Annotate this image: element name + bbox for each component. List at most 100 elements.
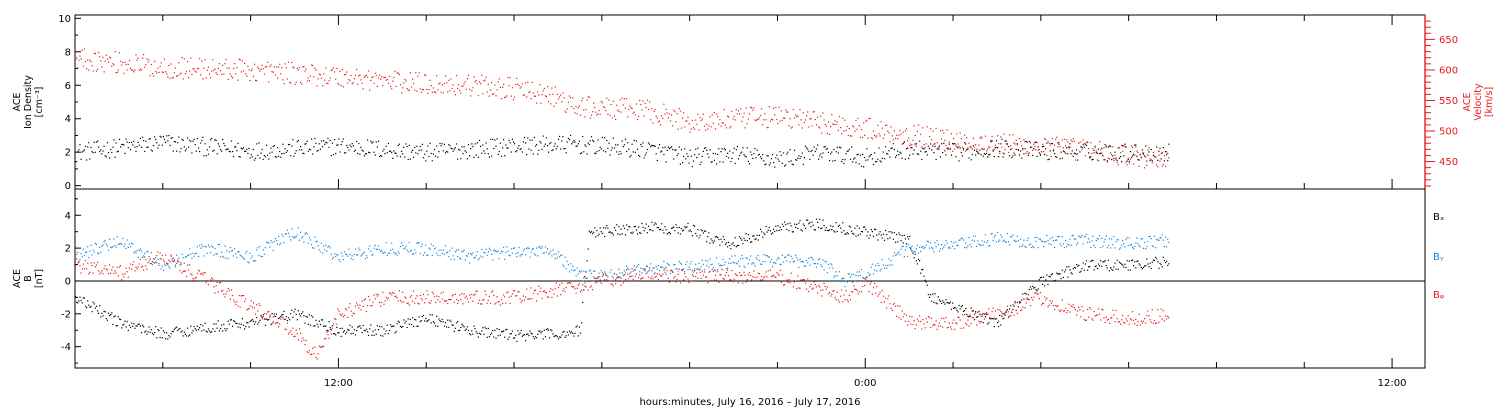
- bz-point: [753, 270, 755, 272]
- bz-point: [443, 300, 445, 302]
- velocity-point: [732, 118, 734, 120]
- velocity-point: [154, 60, 156, 63]
- bx-point: [311, 315, 313, 317]
- bx-point: [414, 318, 416, 321]
- by-point: [913, 250, 915, 252]
- bz-point: [483, 299, 485, 301]
- velocity-point: [838, 115, 841, 118]
- bx-point: [194, 328, 196, 330]
- by-point: [683, 268, 685, 270]
- bx-point: [431, 314, 433, 316]
- velocity-point: [178, 62, 180, 64]
- velocity-point: [403, 82, 405, 84]
- velocity-point: [1054, 144, 1056, 146]
- velocity-point: [901, 143, 903, 145]
- bz-point: [361, 300, 363, 302]
- bx-point: [901, 234, 903, 237]
- density-point: [327, 137, 329, 140]
- top-panel-frame: [74, 14, 1426, 190]
- density-point: [461, 146, 463, 148]
- bz-point: [465, 295, 467, 297]
- velocity-point: [862, 136, 864, 139]
- bz-point: [983, 318, 985, 320]
- by-point: [768, 256, 770, 258]
- bx-point: [699, 234, 701, 236]
- bx-point: [354, 334, 357, 336]
- bz-point: [724, 274, 726, 276]
- by-point: [922, 245, 924, 248]
- bz-point: [616, 277, 618, 279]
- velocity-point: [1117, 164, 1119, 166]
- velocity-point: [273, 66, 275, 68]
- density-point: [248, 147, 250, 149]
- bx-point: [253, 323, 256, 325]
- bx-point: [239, 327, 241, 329]
- bz-point: [942, 326, 944, 328]
- bz-point: [823, 282, 825, 284]
- bx-point: [362, 324, 364, 327]
- by-point: [1080, 236, 1082, 238]
- density-point: [623, 144, 625, 146]
- density-point: [522, 141, 524, 143]
- bz-point: [233, 299, 235, 301]
- velocity-point: [532, 92, 534, 94]
- by-point: [649, 269, 651, 271]
- by-point: [388, 252, 391, 254]
- bz-point: [954, 328, 956, 331]
- velocity-point: [976, 148, 978, 150]
- density-point: [1117, 147, 1119, 149]
- velocity-point: [290, 82, 292, 84]
- velocity-point: [1004, 148, 1006, 151]
- density-point: [349, 144, 351, 146]
- by-point: [656, 268, 658, 270]
- density-point: [244, 150, 246, 152]
- density-point: [677, 153, 679, 155]
- bx-point: [188, 335, 190, 337]
- by-point: [968, 237, 970, 239]
- velocity-point: [826, 132, 828, 134]
- bz-point: [532, 292, 534, 295]
- by-point: [878, 265, 880, 267]
- bx-point: [533, 338, 535, 340]
- bx-point: [1003, 313, 1005, 315]
- bz-point: [864, 284, 866, 286]
- by-point: [601, 271, 603, 274]
- density-point: [795, 159, 797, 161]
- velocity-point: [576, 113, 578, 115]
- velocity-point: [551, 87, 553, 89]
- bz-point: [1040, 304, 1043, 306]
- velocity-point: [791, 126, 793, 128]
- velocity-point: [848, 127, 850, 130]
- bx-point: [946, 302, 948, 304]
- density-point: [294, 152, 296, 154]
- density-point: [787, 151, 789, 153]
- velocity-point: [258, 68, 260, 70]
- bx-point: [768, 226, 770, 228]
- bx-point: [1104, 260, 1106, 262]
- density-point: [1084, 143, 1086, 145]
- bz-point: [717, 271, 719, 273]
- bx-point: [772, 232, 774, 234]
- velocity-point: [547, 86, 549, 88]
- bz-point: [395, 295, 397, 297]
- by-point: [668, 264, 670, 266]
- velocity-point: [981, 137, 983, 139]
- by-point: [105, 243, 107, 245]
- bz-point: [853, 285, 855, 287]
- bx-point: [170, 333, 172, 335]
- density-point: [229, 151, 231, 153]
- velocity-point: [879, 135, 881, 137]
- velocity-point: [723, 108, 725, 110]
- velocity-point: [207, 66, 209, 68]
- bz-point: [632, 278, 634, 280]
- bz-point: [353, 313, 355, 315]
- density-point: [800, 156, 802, 158]
- velocity-point: [676, 113, 678, 115]
- bx-point: [1065, 269, 1067, 271]
- density-point: [81, 151, 83, 153]
- density-point: [747, 160, 749, 162]
- by-point: [1084, 235, 1086, 237]
- bz-point: [708, 271, 710, 273]
- by-point: [984, 234, 987, 236]
- bx-point: [245, 326, 247, 328]
